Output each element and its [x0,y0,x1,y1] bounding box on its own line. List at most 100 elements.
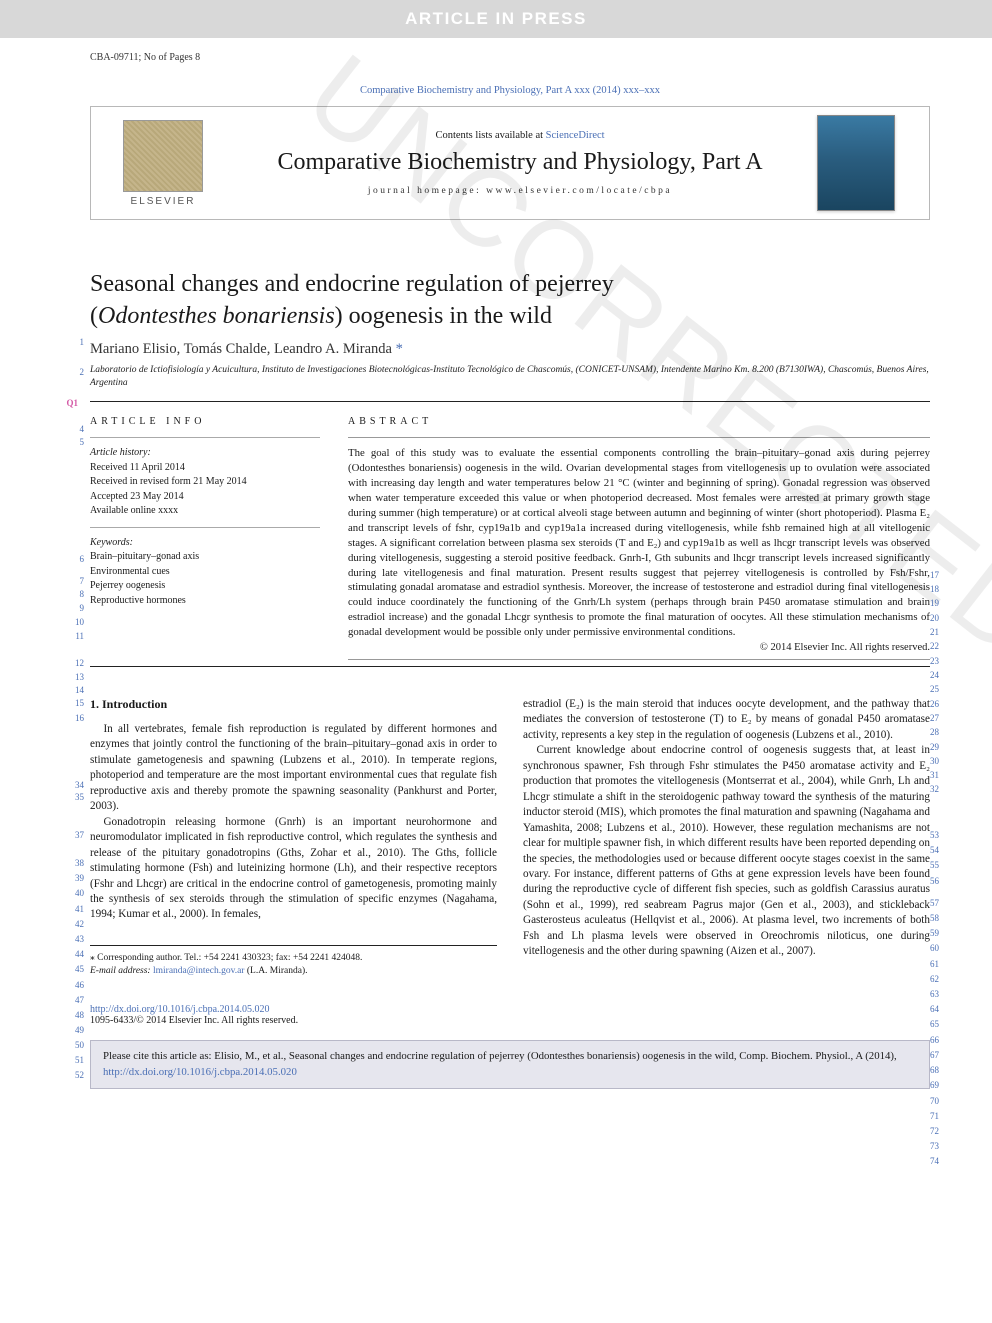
line-number: 40 [64,888,84,898]
authors-text: Mariano Elisio, Tomás Chalde, Leandro A.… [90,341,392,357]
footnote-email-who: (L.A. Miranda). [244,966,307,976]
line-number: 19 [930,598,948,608]
line-number: 27 [930,713,948,723]
line-number: 28 [930,727,948,737]
body-paragraph: In all vertebrates, female fish reproduc… [90,722,497,815]
line-number: 49 [64,1025,84,1035]
line-number: 11 [64,631,84,641]
body-paragraph: Current knowledge about endocrine contro… [523,743,930,959]
title-paren-open: ( [90,303,98,329]
line-number: 54 [930,845,948,855]
doi-block: http://dx.doi.org/10.1016/j.cbpa.2014.05… [90,1004,930,1026]
line-number: 65 [930,1019,948,1029]
line-number: 46 [64,980,84,990]
line-number: 61 [930,959,948,969]
article-info-column: ARTICLE INFO Article history: Received 1… [90,416,320,660]
line-number: 74 [930,1156,948,1166]
line-number: 1 [64,337,84,347]
keywords-header: Keywords: [90,536,320,551]
line-number: 47 [64,995,84,1005]
line-number: 9 [64,603,84,613]
elsevier-logo: ELSEVIER [103,120,223,207]
line-number: Q1 [58,398,78,408]
line-number: 13 [64,672,84,682]
issn-copyright: 1095-6433/© 2014 Elsevier Inc. All right… [90,1015,930,1026]
line-number: 43 [64,934,84,944]
homepage-label: journal homepage: [368,186,486,196]
line-number: 6 [64,554,84,564]
divider [90,401,930,402]
footnote-email-link[interactable]: lmiranda@intech.gov.ar [153,966,245,976]
line-number: 23 [930,656,948,666]
line-number: 8 [64,589,84,599]
homepage-url: www.elsevier.com/locate/cbpa [486,186,672,196]
citation-box: Please cite this article as: Elisio, M.,… [90,1040,930,1088]
line-number: 67 [930,1050,948,1060]
article-history: Article history: Received 11 April 2014 … [90,437,320,608]
line-number: 68 [930,1065,948,1075]
line-number: 42 [64,919,84,929]
history-revised: Received in revised form 21 May 2014 [90,475,320,490]
keyword: Environmental cues [90,565,320,580]
line-number: 48 [64,1010,84,1020]
line-number: 12 [64,658,84,668]
running-head: CBA-09711; No of Pages 8 [90,52,930,63]
journal-ref-link[interactable]: Comparative Biochemistry and Physiology,… [360,85,660,96]
line-number: 34 [64,780,84,790]
cite-text: Please cite this article as: Elisio, M.,… [103,1050,897,1062]
journal-cover-thumbnail [817,115,895,211]
line-number: 22 [930,641,948,651]
line-number: 26 [930,699,948,709]
line-number: 70 [930,1096,948,1106]
body-paragraph: estradiol (E₂) is the main steroid that … [523,697,930,743]
body-col-right: estradiol (E₂) is the main steroid that … [523,697,930,978]
line-number: 72 [930,1126,948,1136]
line-number: 41 [64,904,84,914]
line-number: 73 [930,1141,948,1151]
line-number: 52 [64,1070,84,1080]
corresponding-author-footnote: ⁎ Corresponding author. Tel.: +54 2241 4… [90,945,497,979]
line-number: 15 [64,698,84,708]
abstract-column: ABSTRACT The goal of this study was to e… [348,416,930,660]
journal-title: Comparative Biochemistry and Physiology,… [233,149,807,176]
line-number: 14 [64,685,84,695]
line-number: 31 [930,770,948,780]
elsevier-label: ELSEVIER [131,196,196,207]
line-number: 16 [64,713,84,723]
line-number: 2 [64,367,84,377]
elsevier-tree-icon [123,120,203,192]
line-number: 59 [930,928,948,938]
line-number: 57 [930,898,948,908]
line-number: 63 [930,989,948,999]
article-info-label: ARTICLE INFO [90,416,320,427]
line-number: 4 [64,424,84,434]
body-paragraph: Gonadotropin releasing hormone (Gnrh) is… [90,815,497,923]
article-title: Seasonal changes and endocrine regulatio… [90,268,930,333]
line-number: 64 [930,1004,948,1014]
doi-link[interactable]: http://dx.doi.org/10.1016/j.cbpa.2014.05… [90,1004,270,1015]
line-number: 56 [930,876,948,886]
line-number: 38 [64,858,84,868]
cite-doi-link[interactable]: http://dx.doi.org/10.1016/j.cbpa.2014.05… [103,1066,297,1078]
line-number: 45 [64,964,84,974]
sciencedirect-link[interactable]: ScienceDirect [546,130,605,141]
keyword: Brain–pituitary–gonad axis [90,550,320,565]
line-number: 50 [64,1040,84,1050]
author-list: Mariano Elisio, Tomás Chalde, Leandro A.… [90,341,930,358]
line-number: 69 [930,1080,948,1090]
journal-masthead: ELSEVIER Contents lists available at Sci… [90,106,930,220]
footnote-corr: ⁎ Corresponding author. Tel.: +54 2241 4… [90,952,497,965]
keyword: Reproductive hormones [90,594,320,609]
journal-reference-line: Comparative Biochemistry and Physiology,… [90,85,930,96]
line-number: 30 [930,756,948,766]
line-number: 60 [930,943,948,953]
history-received: Received 11 April 2014 [90,461,320,476]
corresponding-asterisk-icon: * [396,341,403,357]
body-two-column: 1. Introduction In all vertebrates, fema… [90,697,930,978]
footnote-email-label: E-mail address: [90,966,153,976]
line-number: 32 [930,784,948,794]
line-number: 29 [930,742,948,752]
line-number: 18 [930,584,948,594]
line-number: 44 [64,949,84,959]
line-number: 17 [930,570,948,580]
